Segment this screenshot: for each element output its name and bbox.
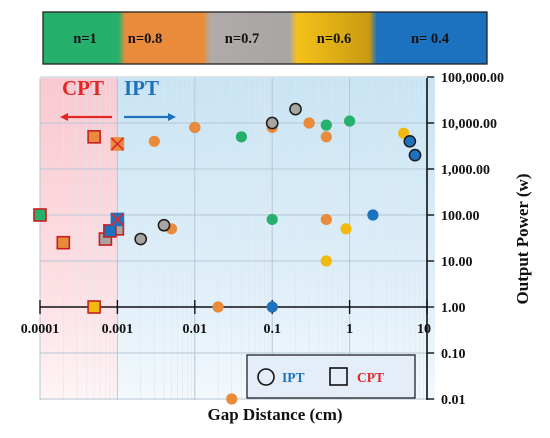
x-tick-label: 10 (417, 322, 431, 337)
data-point-circle (266, 213, 278, 226)
data-point-circle (367, 209, 379, 221)
data-point-circle (265, 116, 279, 130)
data-point-circle (226, 393, 238, 405)
shape-legend-label-ipt: IPT (282, 370, 305, 385)
y-axis-title: Output Power (w) (513, 174, 532, 305)
x-tick-label: 0.01 (183, 322, 208, 337)
data-point-cross (110, 137, 124, 151)
shape-legend-square-marker (329, 367, 348, 386)
y-tick-label: 100,000.00 (441, 71, 504, 86)
data-point-cross (110, 212, 124, 227)
data-point-circle (320, 255, 332, 267)
data-point-circle (340, 223, 352, 235)
x-tick-label: 0.001 (102, 322, 134, 337)
data-point-circle (235, 131, 247, 143)
legend-label-3: n=0.7 (225, 31, 259, 47)
data-points (33, 102, 422, 405)
color-legend-bar (42, 11, 488, 65)
data-point-circle (157, 218, 171, 232)
data-point-square (87, 130, 101, 144)
data-point-circle (408, 148, 422, 162)
data-point-circle (289, 102, 302, 116)
x-axis-title: Gap Distance (cm) (207, 405, 342, 424)
y-tick-label: 0.10 (441, 347, 466, 362)
shape-legend-label-cpt: CPT (357, 370, 384, 385)
x-tick-label: 0.0001 (21, 322, 60, 337)
x-tick-label: 1 (346, 322, 353, 337)
y-tick-label: 0.01 (441, 393, 466, 408)
data-point-circle (320, 131, 332, 143)
data-point-circle (320, 119, 332, 131)
y-tick-label: 1.00 (441, 301, 466, 316)
data-point-square (103, 224, 117, 238)
plot-area (39, 76, 435, 400)
color-legend: n=1 n=0.8 n=0.7 n=0.6 n= 0.4 (42, 11, 488, 65)
shape-legend: IPT CPT (246, 354, 416, 399)
data-point-circle (403, 134, 417, 148)
data-point-circle (303, 117, 315, 129)
data-point-circle (134, 232, 148, 246)
data-point-circle (344, 115, 356, 127)
ipt-region (118, 78, 435, 400)
data-point-square (87, 300, 101, 314)
y-tick-label: 10,000.00 (441, 117, 497, 132)
x-tick-label: 0.1 (263, 322, 281, 337)
y-tick-label: 1,000.00 (441, 163, 490, 178)
data-point-circle (148, 135, 160, 147)
data-point-circle (212, 301, 224, 313)
data-point-square (33, 208, 47, 222)
data-point-circle (266, 301, 278, 313)
region-label-cpt: CPT (62, 76, 104, 100)
region-label-ipt: IPT (124, 76, 159, 100)
data-point-circle (189, 121, 201, 134)
x-axis-ticks: 0.0001 0.001 0.01 0.1 1 10 (21, 300, 431, 337)
y-tick-label: 10.00 (441, 255, 473, 270)
shape-legend-box (246, 354, 416, 399)
data-point-circle (320, 213, 332, 226)
y-axis-ticks: 0.01 0.10 1.00 10.00 100.00 1,000.00 10,000.00… (427, 71, 504, 408)
legend-label-4: n=0.6 (317, 31, 351, 47)
legend-label-1: n=1 (73, 31, 97, 47)
shape-legend-circle-marker (257, 368, 275, 386)
legend-label-2: n=0.8 (128, 31, 162, 47)
legend-label-5: n= 0.4 (411, 31, 449, 47)
y-tick-label: 100.00 (441, 209, 480, 224)
data-point-square (56, 235, 71, 250)
